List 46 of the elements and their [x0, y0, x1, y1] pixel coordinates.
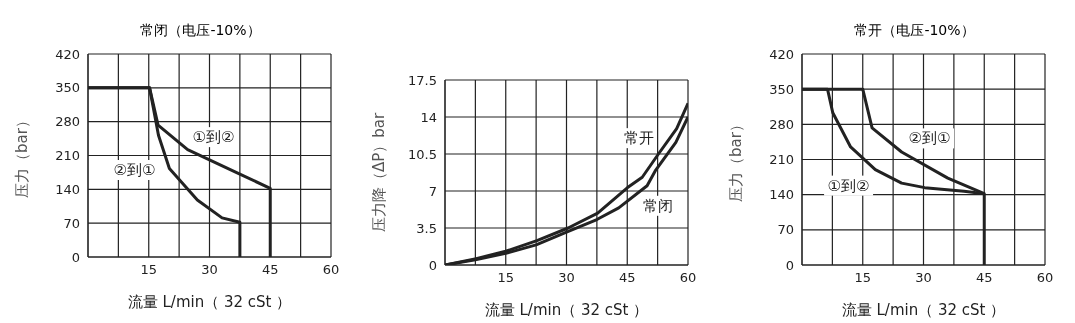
y-tick-label: 280: [769, 116, 794, 132]
y-tick-label: 420: [769, 46, 794, 62]
series-label: 常闭: [642, 196, 673, 215]
x-axis-title: 流量 L/min（ 32 cSt ）: [841, 301, 1006, 319]
y-tick-label: 420: [55, 46, 80, 62]
x-axis-title: 流量 L/min（ 32 cSt ）: [484, 301, 649, 319]
chart-title: 常闭（电压-10%）: [140, 22, 261, 40]
x-tick-label: 30: [915, 270, 932, 286]
x-tick-label: 15: [497, 270, 515, 286]
y-tick-label: 140: [769, 187, 794, 203]
series-label: 常开: [624, 129, 655, 148]
series-label: ①到②: [192, 128, 235, 147]
y-tick-label: 70: [63, 215, 80, 231]
y-axis-title: 压力降（ΔP）bar: [370, 112, 389, 233]
y-tick-label: 0: [785, 257, 794, 273]
y-tick-label: 210: [769, 152, 794, 168]
y-tick-label: 0: [428, 257, 437, 273]
y-axis-title: 压力（bar）: [727, 117, 746, 202]
series-label: ①到②: [827, 176, 870, 195]
x-axis-title: 流量 L/min（ 32 cSt ）: [127, 293, 292, 311]
x-tick-label: 60: [679, 270, 697, 286]
series-label: ②到①: [113, 161, 156, 179]
y-axis-title: 压力（bar）: [13, 113, 32, 198]
x-tick-label: 60: [322, 262, 340, 278]
x-tick-label: 60: [1036, 270, 1054, 286]
series-label: ②到①: [908, 129, 951, 148]
y-tick-label: 7: [428, 183, 437, 199]
x-tick-label: 45: [618, 270, 636, 286]
x-tick-label: 30: [558, 270, 575, 286]
y-tick-label: 17.5: [408, 72, 437, 88]
x-tick-label: 15: [140, 262, 158, 278]
y-tick-label: 350: [769, 81, 794, 97]
y-tick-label: 350: [55, 80, 80, 96]
x-tick-label: 30: [201, 262, 218, 278]
y-tick-label: 14: [420, 109, 437, 125]
y-tick-label: 3.5: [416, 220, 437, 236]
y-tick-label: 70: [777, 222, 794, 238]
y-tick-label: 280: [55, 114, 80, 130]
y-tick-label: 10.5: [408, 146, 437, 162]
x-tick-label: 45: [261, 262, 279, 278]
x-tick-label: 45: [975, 270, 993, 286]
chart-title: 常开（电压-10%）: [854, 22, 975, 40]
y-tick-label: 0: [71, 249, 80, 265]
x-tick-label: 15: [854, 270, 872, 286]
y-tick-label: 210: [55, 148, 80, 164]
y-tick-label: 140: [55, 181, 80, 197]
